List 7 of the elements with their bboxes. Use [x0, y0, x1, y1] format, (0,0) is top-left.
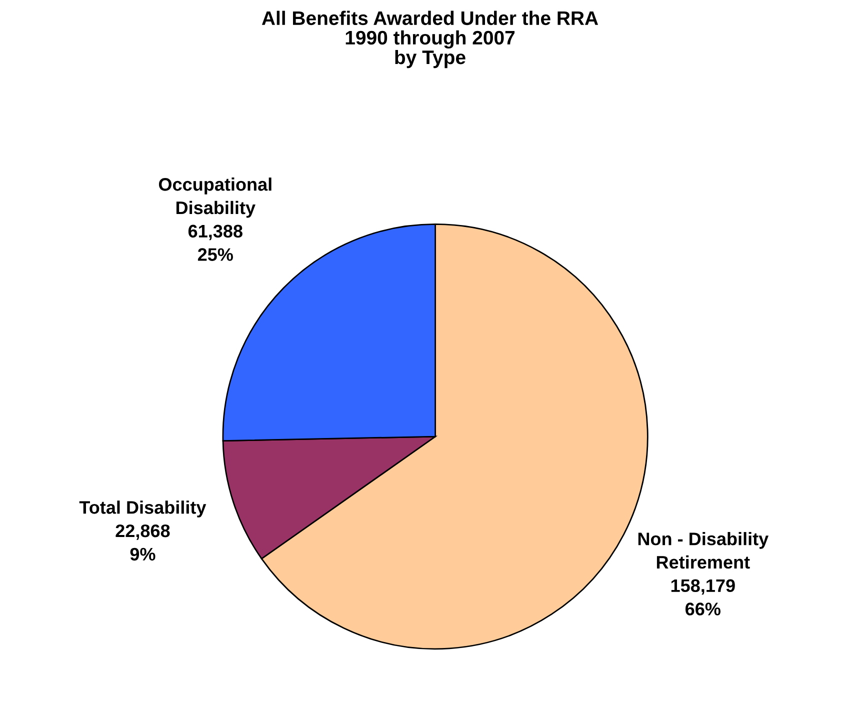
- slice-label: Occupational Disability: [158, 178, 272, 218]
- chart-title: All Benefits Awarded Under the RRA 1990 through 2007 by Type: [262, 10, 598, 68]
- data-label: 158,179 66%: [671, 579, 735, 616]
- data-label: 61,388 25%: [188, 224, 242, 261]
- slice-label: Non - Disability Retirement: [638, 532, 769, 569]
- slice-label: Total Disability: [79, 500, 206, 518]
- data-label: 22,868 9%: [116, 524, 170, 561]
